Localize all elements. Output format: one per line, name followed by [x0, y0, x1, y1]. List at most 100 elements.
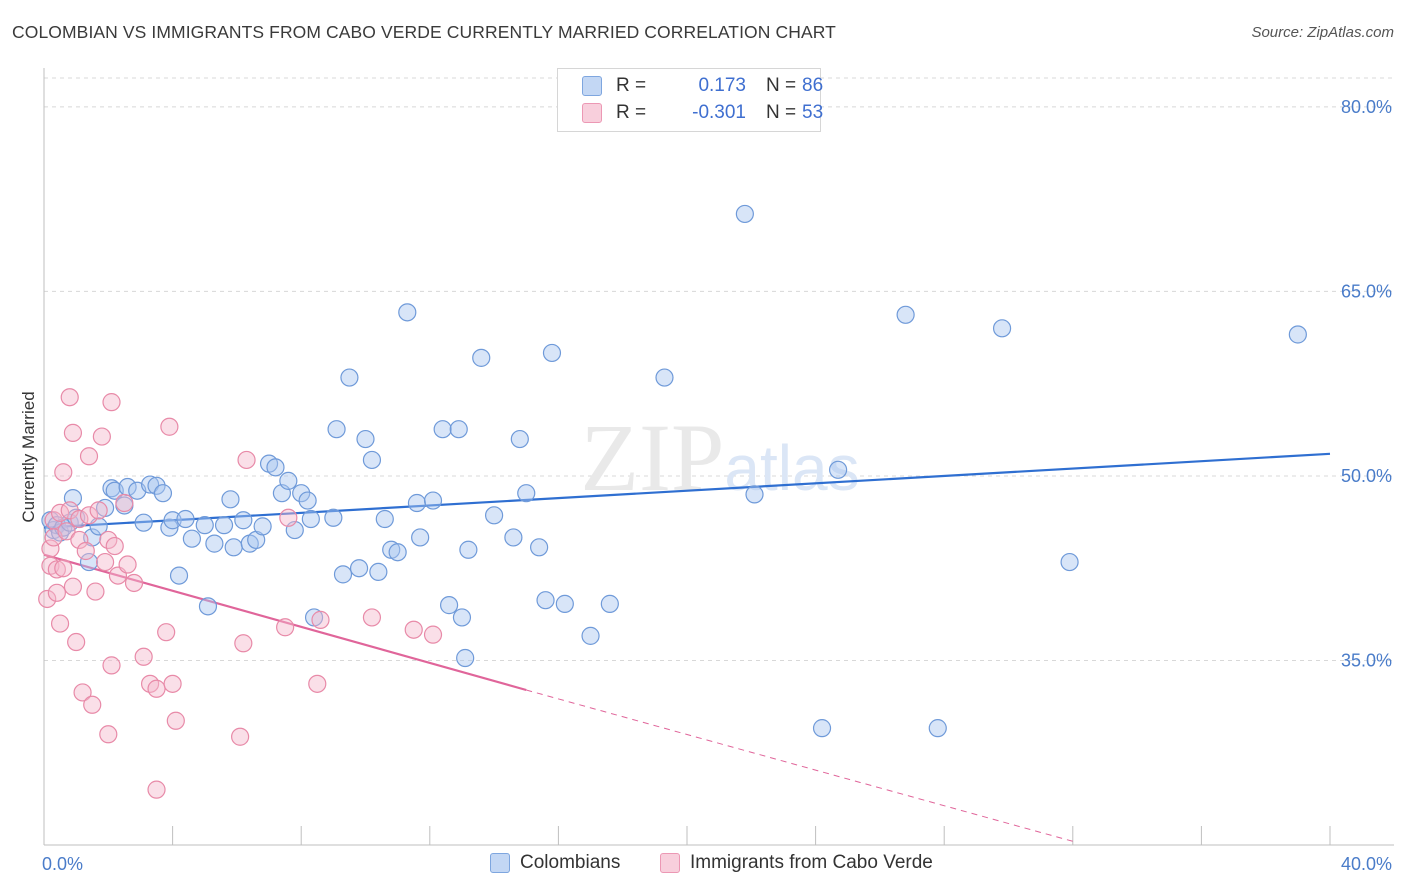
y-tick-label: 80.0%	[1341, 97, 1392, 117]
point-cabo-verde	[79, 447, 99, 466]
point-cabo-verde	[423, 625, 443, 644]
trend-line-colombians	[43, 452, 1331, 529]
trend-line-cabo-verde-extension	[526, 689, 1073, 842]
point-cabo-verde	[54, 463, 73, 482]
point-colombians	[896, 305, 915, 324]
correlation-legend: R = 0.173 N = 86 R = -0.301 N = 53	[557, 68, 823, 132]
point-colombians	[928, 719, 947, 738]
point-cabo-verde	[102, 656, 121, 675]
point-colombians	[234, 511, 253, 530]
point-cabo-verde	[47, 583, 66, 602]
point-cabo-verde	[231, 727, 250, 746]
point-cabo-verde	[86, 582, 105, 601]
point-cabo-verde	[160, 417, 179, 436]
point-colombians	[504, 528, 523, 547]
point-cabo-verde	[276, 618, 295, 637]
point-cabo-verde	[105, 536, 124, 556]
point-cabo-verde	[237, 450, 256, 470]
point-colombians	[298, 491, 317, 510]
point-cabo-verde	[115, 493, 134, 513]
point-colombians	[456, 648, 475, 668]
point-colombians	[459, 540, 478, 559]
series-label-cabo-verde: Immigrants from Cabo Verde	[690, 852, 933, 873]
point-colombians	[600, 594, 619, 613]
point-colombians	[423, 491, 443, 510]
point-colombians	[398, 303, 417, 322]
legend-row-colombians: R = 0.173 N = 86	[582, 73, 823, 99]
y-tick-label: 35.0%	[1341, 650, 1392, 670]
point-colombians	[510, 429, 529, 449]
point-colombians	[134, 513, 153, 532]
point-cabo-verde	[157, 623, 176, 642]
point-cabo-verde	[63, 423, 83, 442]
point-cabo-verde	[92, 427, 111, 446]
point-cabo-verde	[76, 541, 95, 561]
point-cabo-verde	[234, 634, 253, 653]
point-colombians	[411, 528, 430, 547]
y-tick-label: 50.0%	[1341, 466, 1392, 486]
point-cabo-verde	[166, 711, 185, 730]
tick-labels: 35.0% 50.0% 65.0% 80.0% 0.0% 40.0%	[42, 97, 1392, 874]
point-cabo-verde	[163, 674, 182, 693]
point-cabo-verde	[404, 620, 423, 639]
series-legend: Colombians Immigrants from Cabo Verde	[0, 852, 1406, 878]
point-cabo-verde	[99, 725, 118, 744]
point-colombians	[375, 509, 394, 529]
point-colombians	[153, 484, 173, 503]
point-cabo-verde	[38, 589, 57, 609]
point-cabo-verde	[47, 560, 66, 579]
point-cabo-verde	[63, 577, 83, 596]
point-cabo-verde	[70, 530, 89, 550]
point-colombians	[356, 429, 375, 449]
point-cabo-verde	[311, 610, 330, 629]
legend-r-label: R =	[616, 102, 647, 123]
point-colombians	[169, 566, 189, 585]
source-label: Source: ZipAtlas.com	[1251, 24, 1394, 41]
point-colombians	[452, 608, 472, 627]
point-cabo-verde	[279, 508, 298, 527]
point-cabo-verde	[89, 501, 108, 520]
point-colombians	[829, 460, 848, 479]
legend-swatch-cabo-verde	[582, 103, 602, 123]
point-colombians	[176, 509, 195, 529]
series-swatch-cabo-verde	[660, 853, 680, 873]
point-colombians	[369, 562, 388, 582]
point-colombians	[472, 348, 491, 367]
point-colombians	[517, 484, 536, 503]
point-colombians	[279, 471, 298, 490]
point-colombians	[253, 517, 272, 536]
point-cabo-verde	[102, 393, 121, 412]
point-colombians	[182, 529, 201, 548]
x-tick-label-max: 40.0%	[1341, 854, 1392, 874]
legend-r-value: 0.173	[698, 75, 746, 96]
point-cabo-verde	[60, 388, 79, 407]
point-cabo-verde	[70, 509, 89, 529]
point-colombians	[745, 485, 764, 504]
point-colombians	[992, 319, 1012, 338]
point-colombians	[102, 479, 121, 498]
point-colombians	[555, 594, 574, 613]
trend-lines	[43, 452, 1331, 842]
point-colombians	[1288, 325, 1307, 344]
point-colombians	[195, 516, 214, 535]
trend-line-cabo-verde	[43, 553, 527, 692]
point-colombians	[327, 420, 346, 439]
point-colombians	[407, 493, 427, 513]
point-colombians	[79, 552, 99, 572]
point-colombians	[530, 538, 549, 557]
point-colombians	[388, 543, 407, 562]
point-colombians	[140, 475, 160, 494]
point-colombians	[266, 458, 285, 477]
legend-n-label: N =	[766, 75, 797, 96]
point-cabo-verde	[83, 695, 102, 714]
series-legend-colombians: Colombians	[490, 852, 620, 874]
point-colombians	[147, 476, 166, 495]
point-cabo-verde	[118, 555, 137, 574]
point-colombians	[485, 506, 504, 525]
point-colombians	[163, 511, 182, 530]
legend-r-value: -0.301	[692, 102, 746, 123]
point-cabo-verde	[308, 674, 327, 693]
series-legend-cabo-verde: Immigrants from Cabo Verde	[660, 852, 933, 874]
point-cabo-verde	[67, 632, 86, 652]
